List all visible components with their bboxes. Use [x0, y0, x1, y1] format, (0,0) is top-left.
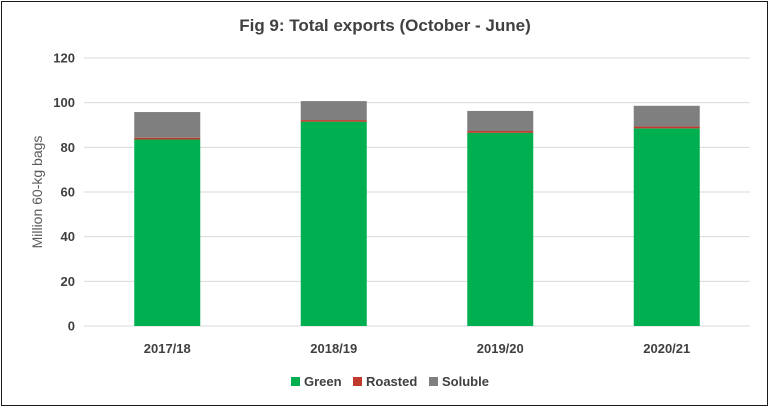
y-tick-labels: 0 20 40 60 80 100 120 [53, 51, 75, 334]
y-tick-label: 80 [61, 140, 75, 155]
y-tick-label: 100 [53, 95, 75, 110]
bar-green-2017-18 [134, 139, 201, 326]
legend-label-soluble: Soluble [442, 374, 489, 389]
bar-roasted-2018-19 [300, 120, 367, 122]
legend: Green Roasted Soluble [291, 374, 489, 389]
legend-swatch-green [291, 377, 300, 386]
bar-soluble-2020-21 [633, 105, 700, 127]
legend-label-roasted: Roasted [366, 374, 417, 389]
y-tick-label: 120 [53, 51, 75, 66]
x-tick-labels: 2017/18 2018/19 2019/20 2020/21 [144, 341, 691, 356]
bar-green-2020-21 [633, 128, 700, 326]
x-tick-label: 2017/18 [144, 341, 191, 356]
y-tick-label: 40 [61, 229, 75, 244]
bar-roasted-2020-21 [633, 126, 700, 129]
bar-green-2018-19 [300, 121, 367, 327]
bars [134, 101, 700, 327]
x-tick-label: 2019/20 [477, 341, 524, 356]
y-tick-label: 0 [68, 319, 75, 334]
y-tick-label: 60 [61, 185, 75, 200]
bar-roasted-2019-20 [467, 131, 534, 133]
x-tick-label: 2020/21 [643, 341, 690, 356]
legend-swatch-soluble [429, 377, 438, 386]
legend-label-green: Green [304, 374, 342, 389]
bar-soluble-2018-19 [300, 101, 367, 121]
legend-swatch-roasted [353, 377, 362, 386]
y-axis-label: Million 60-kg bags [29, 136, 45, 249]
x-tick-label: 2018/19 [310, 341, 357, 356]
chart-title: Fig 9: Total exports (October - June) [239, 16, 531, 35]
bar-roasted-2017-18 [134, 137, 201, 140]
bar-green-2019-20 [467, 132, 534, 326]
bar-soluble-2019-20 [467, 110, 534, 132]
bar-soluble-2017-18 [134, 112, 201, 138]
y-tick-label: 20 [61, 274, 75, 289]
